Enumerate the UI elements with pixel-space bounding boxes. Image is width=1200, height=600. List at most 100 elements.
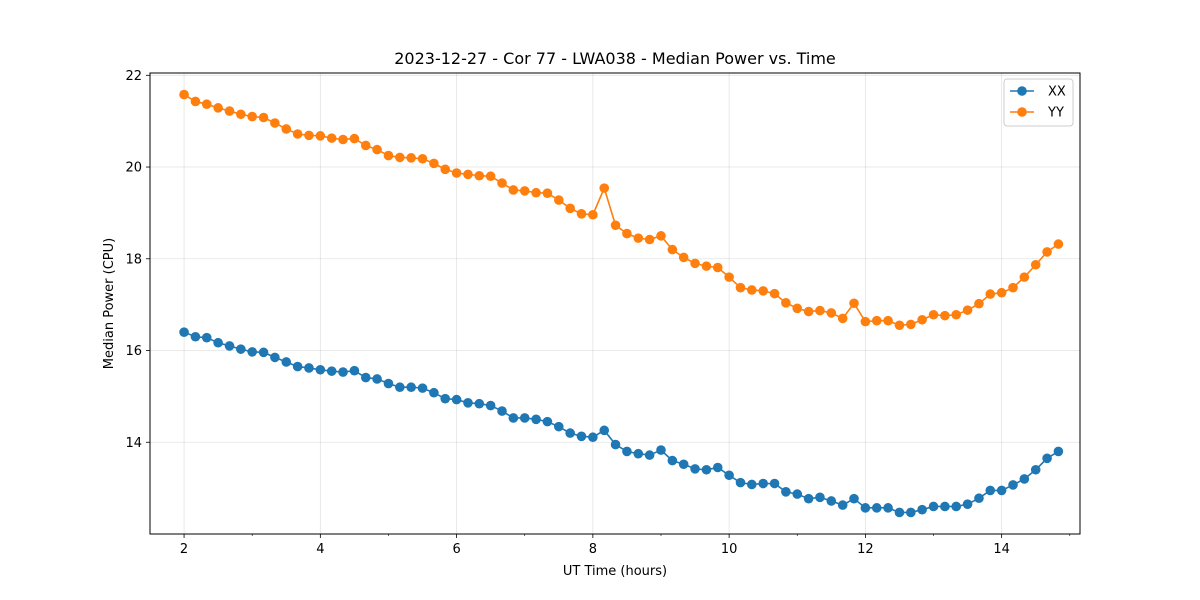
- data-point-yy: [883, 316, 893, 326]
- data-point-yy: [361, 141, 371, 151]
- data-point-yy: [861, 317, 871, 327]
- data-point-yy: [350, 134, 360, 144]
- x-tick-label: 14: [993, 542, 1010, 557]
- data-point-yy: [781, 298, 791, 308]
- data-point-xx: [849, 494, 859, 504]
- data-point-xx: [202, 333, 212, 343]
- x-tick-label: 4: [316, 542, 324, 557]
- data-point-yy: [792, 304, 802, 314]
- data-point-xx: [770, 479, 780, 489]
- legend-marker-xx: [1017, 86, 1027, 96]
- data-point-xx: [486, 401, 496, 411]
- data-point-xx: [543, 417, 553, 427]
- data-point-xx: [565, 428, 575, 438]
- data-point-yy: [225, 106, 235, 116]
- data-point-xx: [1054, 447, 1064, 457]
- data-point-xx: [361, 373, 371, 383]
- data-point-xx: [827, 496, 837, 506]
- data-point-xx: [599, 426, 609, 436]
- data-point-xx: [815, 493, 825, 503]
- data-point-xx: [634, 449, 644, 459]
- data-point-yy: [179, 90, 189, 100]
- data-point-yy: [202, 99, 212, 109]
- data-point-xx: [179, 327, 189, 337]
- data-point-yy: [531, 188, 541, 198]
- data-point-xx: [247, 347, 257, 357]
- data-point-yy: [599, 183, 609, 193]
- data-point-yy: [702, 261, 712, 271]
- data-point-xx: [645, 450, 655, 460]
- data-point-xx: [350, 366, 360, 376]
- data-point-xx: [895, 508, 905, 518]
- data-point-xx: [974, 493, 984, 503]
- data-point-yy: [463, 170, 473, 180]
- data-point-xx: [225, 341, 235, 351]
- legend-label-xx: XX: [1048, 85, 1066, 100]
- data-point-yy: [679, 253, 689, 263]
- data-point-xx: [940, 502, 950, 512]
- data-point-xx: [1042, 454, 1052, 464]
- x-tick-label: 8: [589, 542, 597, 557]
- data-point-yy: [520, 186, 530, 196]
- data-point-xx: [474, 399, 484, 409]
- x-tick-label: 6: [452, 542, 460, 557]
- data-point-yy: [736, 283, 746, 293]
- data-point-yy: [384, 151, 394, 161]
- data-point-xx: [929, 502, 939, 512]
- data-point-xx: [418, 383, 428, 393]
- legend: XX YY: [1004, 79, 1073, 126]
- data-point-yy: [293, 129, 303, 139]
- data-point-yy: [577, 209, 587, 219]
- y-axis-label: Median Power (CPU): [102, 238, 117, 369]
- data-point-yy: [838, 314, 848, 324]
- data-point-yy: [985, 289, 995, 299]
- data-point-yy: [191, 97, 201, 107]
- data-point-yy: [1054, 239, 1064, 249]
- data-point-xx: [588, 432, 598, 442]
- data-point-yy: [270, 118, 280, 128]
- data-point-xx: [327, 366, 337, 376]
- data-point-yy: [929, 310, 939, 320]
- data-point-xx: [804, 494, 814, 504]
- data-point-xx: [679, 459, 689, 469]
- data-point-xx: [906, 508, 916, 518]
- data-point-xx: [997, 486, 1007, 496]
- data-point-yy: [940, 311, 950, 321]
- data-point-xx: [861, 503, 871, 513]
- data-point-yy: [815, 306, 825, 316]
- data-point-xx: [338, 367, 348, 377]
- data-point-yy: [963, 305, 973, 315]
- data-point-xx: [191, 332, 201, 342]
- data-point-xx: [985, 486, 995, 496]
- data-point-yy: [656, 231, 666, 241]
- data-point-yy: [997, 288, 1007, 298]
- data-point-xx: [1020, 474, 1030, 484]
- data-point-yy: [372, 145, 382, 155]
- data-point-yy: [452, 168, 462, 178]
- data-point-xx: [758, 479, 768, 489]
- data-point-xx: [520, 413, 530, 423]
- data-point-xx: [724, 470, 734, 480]
- data-point-yy: [747, 285, 757, 295]
- x-tick-label: 2: [180, 542, 188, 557]
- x-tick-label: 12: [857, 542, 874, 557]
- data-point-yy: [1008, 283, 1018, 293]
- data-point-yy: [645, 235, 655, 245]
- data-point-xx: [384, 379, 394, 389]
- data-point-xx: [281, 357, 291, 367]
- data-point-xx: [792, 489, 802, 499]
- data-point-xx: [838, 500, 848, 510]
- data-point-xx: [497, 406, 507, 416]
- data-point-yy: [804, 307, 814, 317]
- data-point-yy: [588, 210, 598, 220]
- data-point-yy: [668, 245, 678, 255]
- data-point-yy: [429, 159, 439, 169]
- data-point-xx: [611, 440, 621, 450]
- data-point-yy: [872, 316, 882, 326]
- data-point-yy: [849, 298, 859, 308]
- data-point-xx: [1008, 480, 1018, 490]
- data-point-xx: [656, 445, 666, 455]
- data-point-yy: [611, 220, 621, 230]
- data-point-yy: [418, 154, 428, 164]
- data-point-yy: [543, 188, 553, 198]
